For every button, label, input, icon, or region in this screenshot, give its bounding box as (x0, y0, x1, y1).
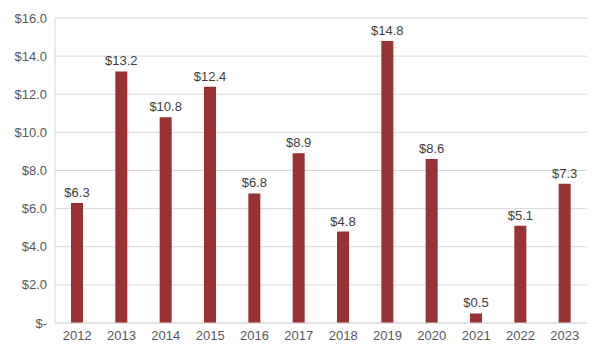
svg-text:$14.0: $14.0 (14, 49, 47, 64)
svg-text:$7.3: $7.3 (552, 166, 577, 181)
svg-text:2021: 2021 (462, 328, 491, 343)
svg-text:$6.0: $6.0 (22, 201, 47, 216)
svg-text:$16.0: $16.0 (14, 11, 47, 26)
svg-text:$12.0: $12.0 (14, 87, 47, 102)
svg-text:$10.0: $10.0 (14, 125, 47, 140)
svg-text:2018: 2018 (329, 328, 358, 343)
svg-text:$5.1: $5.1 (508, 208, 533, 223)
svg-text:2020: 2020 (417, 328, 446, 343)
svg-text:$8.9: $8.9 (286, 135, 311, 150)
svg-text:$13.2: $13.2 (105, 53, 138, 68)
svg-text:2013: 2013 (107, 328, 136, 343)
svg-text:$4.0: $4.0 (22, 239, 47, 254)
svg-text:$12.4: $12.4 (194, 69, 227, 84)
svg-text:2015: 2015 (196, 328, 225, 343)
svg-text:$6.8: $6.8 (242, 175, 267, 190)
svg-text:$-: $- (35, 316, 47, 331)
svg-text:$8.6: $8.6 (419, 141, 444, 156)
svg-text:$8.0: $8.0 (22, 163, 47, 178)
svg-text:$10.8: $10.8 (149, 99, 182, 114)
svg-text:2022: 2022 (506, 328, 535, 343)
svg-text:$4.8: $4.8 (330, 214, 355, 229)
svg-text:2019: 2019 (373, 328, 402, 343)
svg-text:2017: 2017 (284, 328, 313, 343)
svg-text:2016: 2016 (240, 328, 269, 343)
svg-text:2023: 2023 (550, 328, 579, 343)
svg-text:2014: 2014 (151, 328, 180, 343)
svg-text:$2.0: $2.0 (22, 277, 47, 292)
svg-text:$14.8: $14.8 (371, 23, 404, 38)
svg-text:2012: 2012 (63, 328, 92, 343)
svg-text:$0.5: $0.5 (463, 295, 488, 310)
svg-text:$6.3: $6.3 (64, 185, 89, 200)
